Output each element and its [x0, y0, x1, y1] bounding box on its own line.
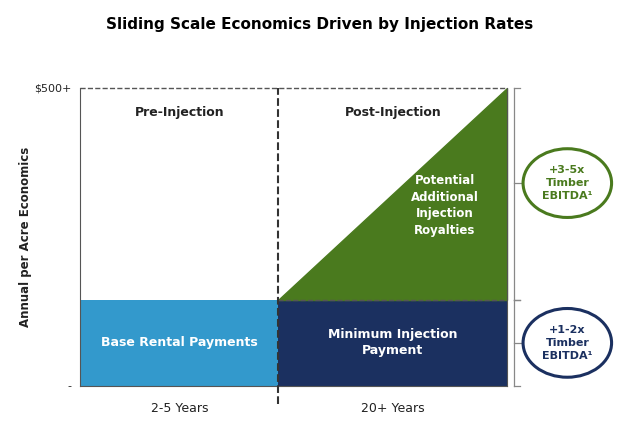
- Text: +3-5x
Timber
EBITDA¹: +3-5x Timber EBITDA¹: [542, 165, 593, 201]
- Text: -: -: [67, 380, 71, 391]
- Text: Pre-Injection: Pre-Injection: [134, 106, 224, 119]
- Bar: [81, 300, 278, 386]
- Text: Post-Injection: Post-Injection: [344, 106, 441, 119]
- Polygon shape: [278, 89, 508, 300]
- Ellipse shape: [523, 149, 612, 218]
- Text: Potential
Additional
Injection
Royalties: Potential Additional Injection Royalties: [411, 174, 479, 237]
- Text: 2-5 Years: 2-5 Years: [150, 402, 208, 415]
- Title: Sliding Scale Economics Driven by Injection Rates: Sliding Scale Economics Driven by Inject…: [106, 17, 534, 32]
- Text: $500+: $500+: [34, 83, 71, 93]
- Text: +1-2x
Timber
EBITDA¹: +1-2x Timber EBITDA¹: [542, 325, 593, 360]
- Ellipse shape: [523, 308, 612, 377]
- Text: Annual per Acre Economics: Annual per Acre Economics: [19, 147, 32, 327]
- Text: Minimum Injection
Payment: Minimum Injection Payment: [328, 328, 458, 357]
- Text: Base Rental Payments: Base Rental Payments: [101, 336, 258, 349]
- Bar: [278, 300, 508, 386]
- Text: 20+ Years: 20+ Years: [361, 402, 425, 415]
